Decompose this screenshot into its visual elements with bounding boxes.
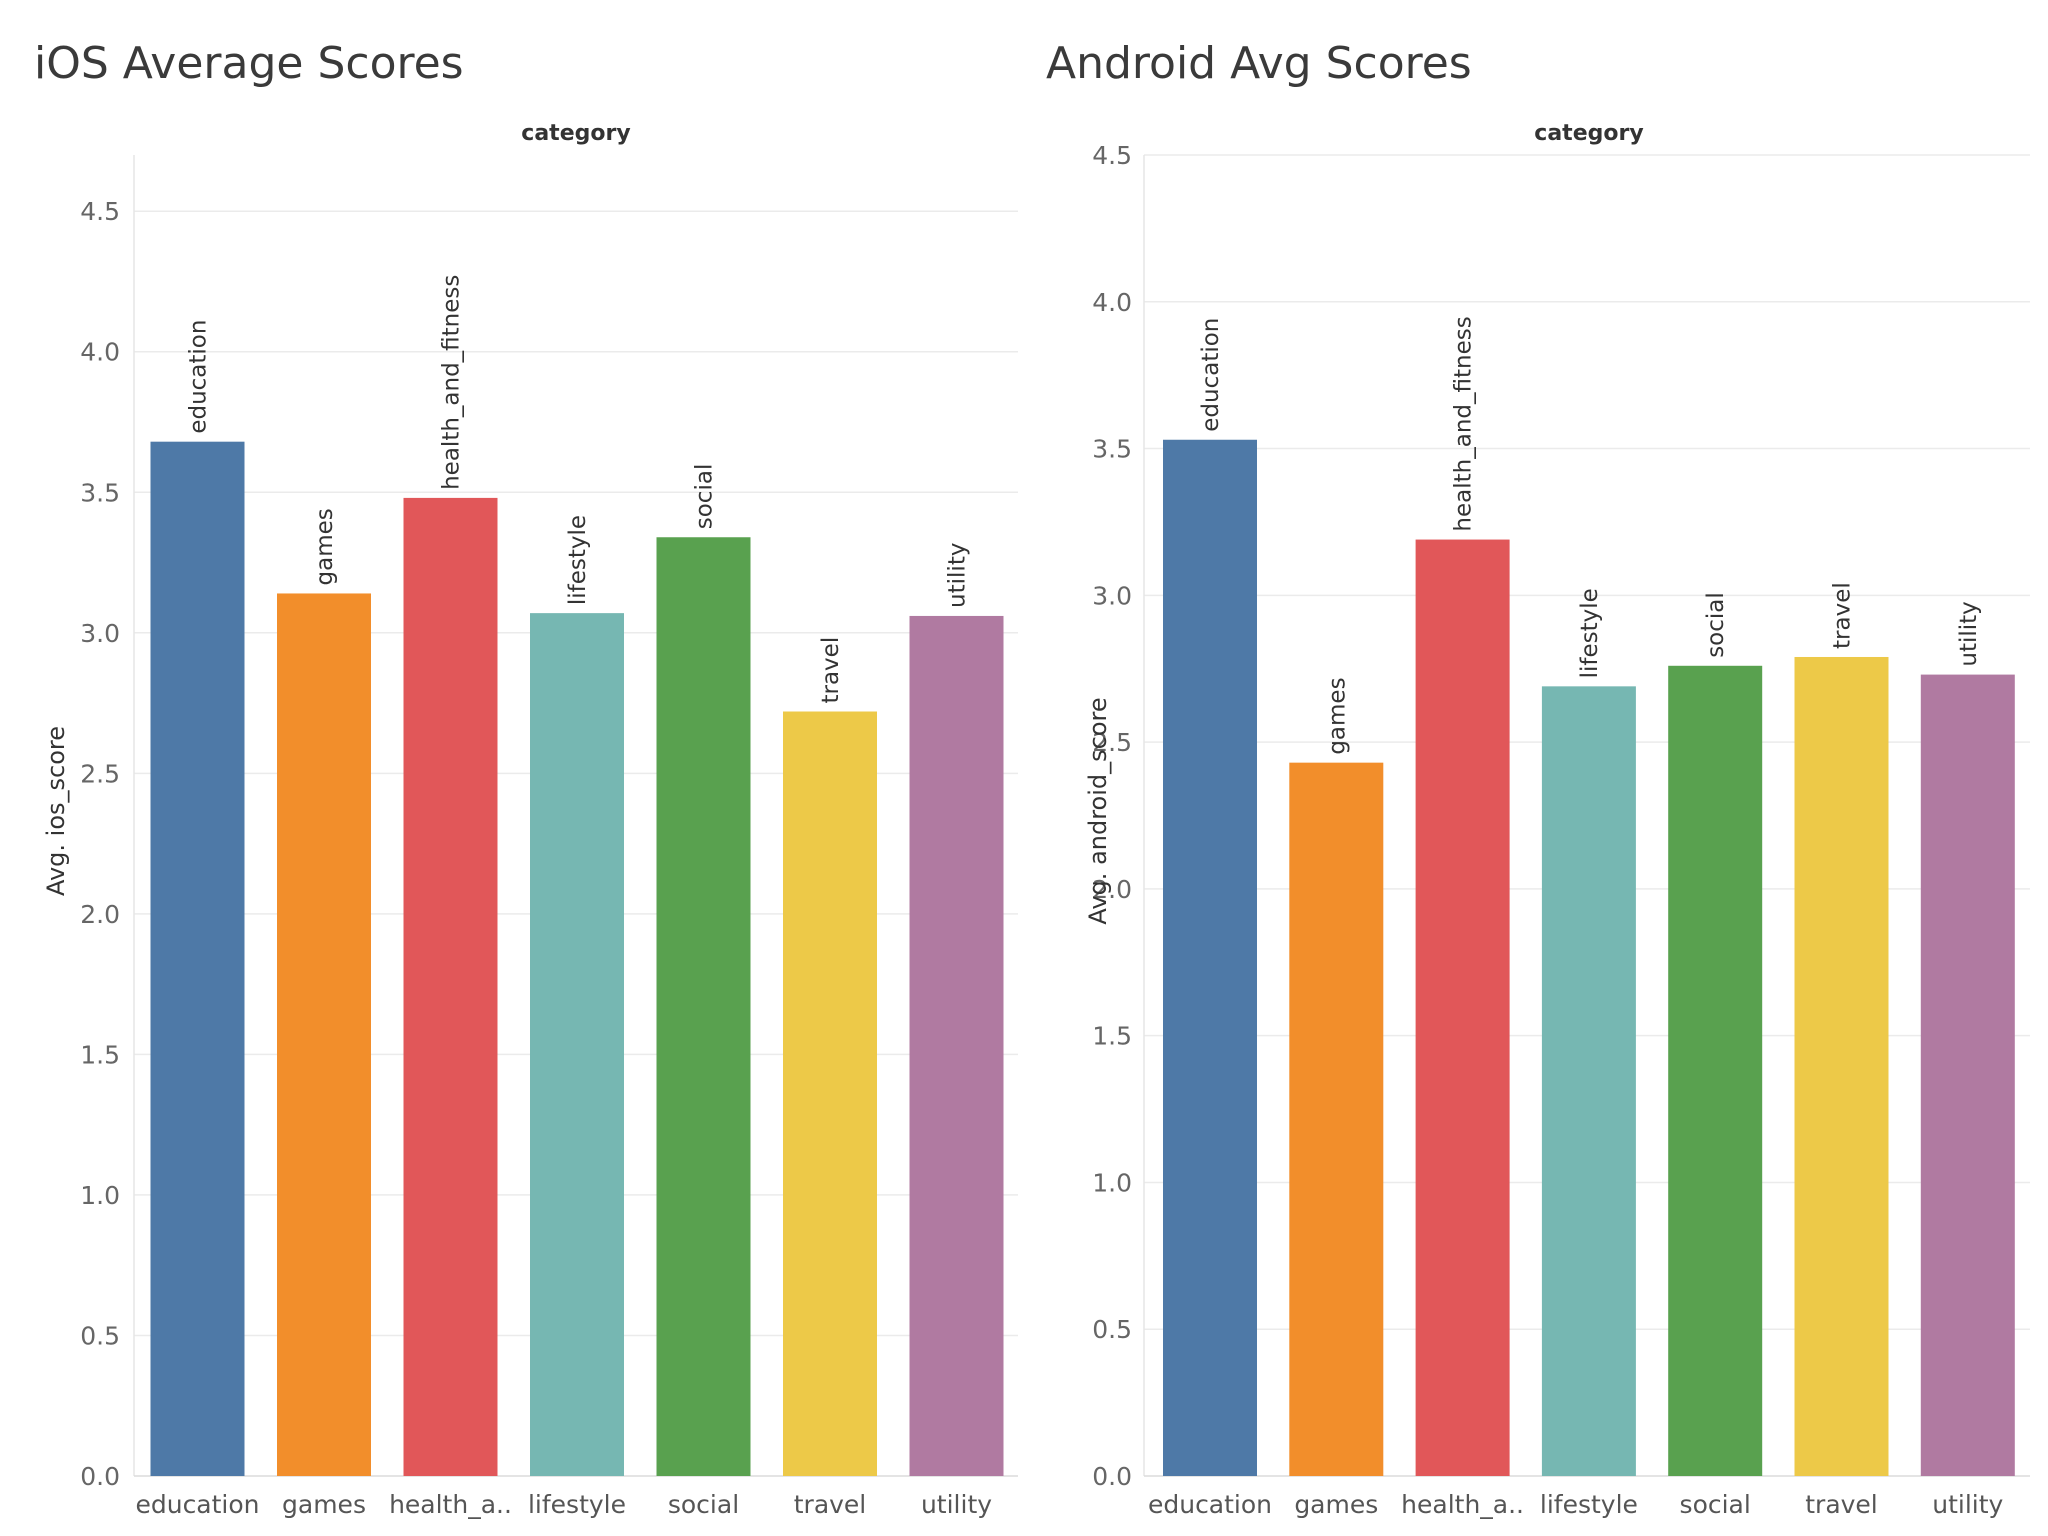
y-tick-label: 1.5 [80, 1040, 120, 1069]
bar-utility [1920, 674, 2015, 1476]
bar-label: social [1703, 592, 1729, 658]
bar-lifestyle [530, 613, 624, 1476]
y-tick-label: 2.5 [1092, 728, 1132, 757]
bar-travel [1794, 656, 1889, 1476]
bar-label: travel [818, 637, 844, 704]
android-chart-panel: Android Avg Scores category 0.0 0.5 1.0 1.5 2… [1024, 0, 2048, 1536]
y-tick-label: 1.0 [1092, 1168, 1132, 1197]
y-tick-label: 4.5 [80, 197, 120, 226]
y-tick-label: 0.5 [1092, 1315, 1132, 1344]
x-tick-label: lifestyle [528, 1490, 626, 1519]
bar-label: health_and_fitness [1451, 316, 1477, 531]
x-axis-ticks: education games health_a.. lifestyle social t… [1148, 1490, 2004, 1519]
bar-label: lifestyle [1577, 588, 1603, 678]
bar-label: social [692, 464, 718, 530]
bar-social [656, 537, 751, 1476]
column-header-label: category [521, 121, 630, 146]
x-tick-label: health_a.. [1401, 1490, 1524, 1519]
y-tick-label: 0.0 [1092, 1462, 1132, 1491]
bar-label: education [1198, 318, 1224, 432]
bars [1163, 439, 2015, 1476]
chart-title: iOS Average Scores [34, 38, 464, 89]
y-tick-label: 2.0 [1092, 875, 1132, 904]
bar-games [277, 593, 371, 1476]
bar-travel [783, 711, 877, 1476]
bar-games [1289, 762, 1384, 1476]
y-tick-label: 3.5 [80, 478, 120, 507]
bar-lifestyle [1541, 686, 1636, 1476]
y-tick-label: 1.0 [80, 1181, 120, 1210]
x-tick-label: travel [794, 1490, 867, 1519]
bar-label: education [186, 320, 212, 434]
bar-health_and_fitness [1415, 539, 1510, 1476]
x-tick-label: social [668, 1490, 739, 1519]
y-tick-label: 4.0 [80, 338, 120, 367]
bar-label: health_and_fitness [439, 275, 465, 490]
y-tick-label: 4.0 [1092, 288, 1132, 317]
y-axis-title: Avg. ios_score [42, 726, 70, 896]
bar-education [150, 441, 245, 1477]
android-bar-chart: category 0.0 0.5 1.0 1.5 2.0 2.5 3.0 3.5 4.0 4.5 Av… [1084, 121, 2030, 1519]
x-tick-label: education [1148, 1490, 1272, 1519]
bar-label: games [312, 508, 338, 585]
x-tick-label: utility [1932, 1490, 2003, 1519]
bar-labels: education games health_and_fitness lifestyl… [1198, 316, 1982, 754]
column-header-label: category [1534, 121, 1643, 146]
y-tick-label: 2.5 [80, 759, 120, 788]
y-axis-ticks: 0.0 0.5 1.0 1.5 2.0 2.5 3.0 3.5 4.0 4.5 [1092, 141, 1132, 1491]
x-tick-label: social [1680, 1490, 1751, 1519]
x-tick-label: lifestyle [1540, 1490, 1638, 1519]
x-tick-label: health_a.. [389, 1490, 512, 1519]
bar-label: utility [1956, 601, 1982, 666]
y-tick-label: 0.5 [80, 1321, 120, 1350]
chart-title: Android Avg Scores [1046, 38, 1472, 89]
ios-chart-panel: iOS Average Scores category 0.0 0.5 1.0 1.5 2… [34, 38, 1018, 1519]
bar-labels: education games health_and_fitness lifestyl… [186, 275, 971, 704]
bar-label: games [1324, 677, 1350, 754]
y-tick-label: 1.5 [1092, 1022, 1132, 1051]
bar-label: lifestyle [565, 515, 591, 605]
bar-education [1163, 439, 1257, 1476]
bar-label: travel [1830, 582, 1856, 649]
bar-social [1668, 665, 1763, 1476]
x-tick-label: games [282, 1490, 366, 1519]
x-tick-label: games [1294, 1490, 1378, 1519]
x-tick-label: education [135, 1490, 259, 1519]
y-tick-label: 3.0 [80, 619, 120, 648]
bar-health_and_fitness [403, 497, 498, 1477]
x-axis-ticks: education games health_a.. lifestyle social t… [135, 1490, 992, 1519]
y-tick-label: 0.0 [80, 1462, 120, 1491]
y-tick-label: 4.5 [1092, 141, 1132, 170]
ios-bar-chart: category 0.0 0.5 1.0 1.5 2.0 2.5 3.0 3.5 4.0 4.5 Av… [42, 121, 1018, 1519]
bar-label: utility [945, 543, 971, 608]
y-tick-label: 3.0 [1092, 581, 1132, 610]
x-tick-label: utility [921, 1490, 992, 1519]
y-tick-label: 3.5 [1092, 435, 1132, 464]
y-axis-title: Avg. android_score [1084, 697, 1112, 924]
y-axis-ticks: 0.0 0.5 1.0 1.5 2.0 2.5 3.0 3.5 4.0 4.5 [80, 197, 120, 1491]
x-tick-label: travel [1805, 1490, 1878, 1519]
bar-utility [909, 615, 1004, 1476]
bars [150, 441, 1004, 1477]
y-tick-label: 2.0 [80, 900, 120, 929]
